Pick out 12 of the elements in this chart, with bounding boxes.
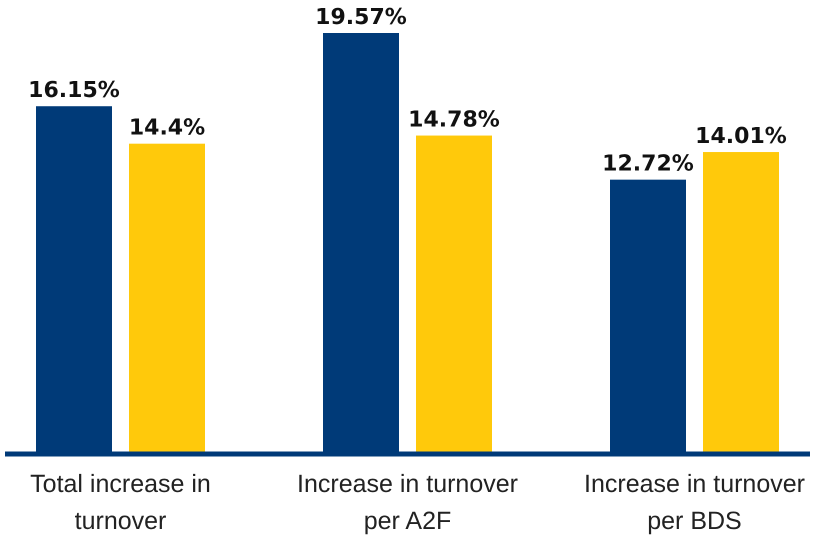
- bar: [129, 144, 205, 452]
- x-tick-label: Total increase in turnover: [30, 470, 211, 535]
- data-label: 12.72%: [602, 152, 694, 177]
- x-tick-label: Increase in turnover per A2F: [297, 470, 518, 535]
- data-label: 14.4%: [128, 116, 206, 141]
- bar: [416, 136, 492, 452]
- x-tick-label: Increase in turnover per BDS: [584, 470, 805, 535]
- data-label: 16.15%: [28, 78, 120, 104]
- data-label: 14.01%: [695, 124, 787, 150]
- data-label: 14.78%: [408, 108, 500, 133]
- bar: [703, 152, 779, 452]
- data-label: 19.57%: [315, 5, 407, 30]
